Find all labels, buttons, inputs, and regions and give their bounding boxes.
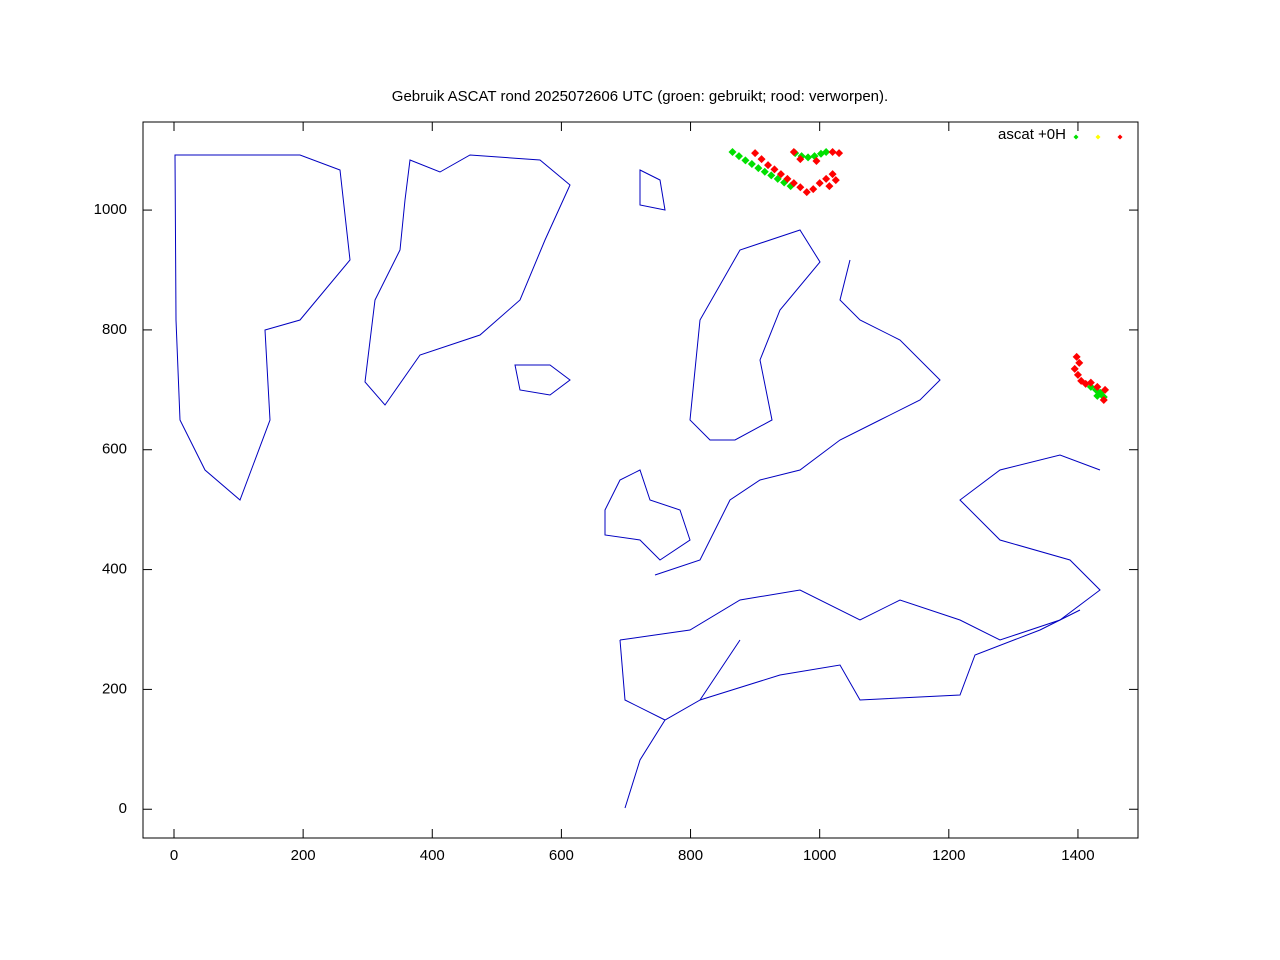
point [767,171,776,180]
y-tick-label: 1000 [94,201,127,218]
point [757,155,766,164]
coastline [604,469,691,561]
coastline [364,154,571,406]
point [760,167,769,176]
point [789,179,798,188]
coastline [174,154,351,501]
x-tick-label: 800 [678,847,703,864]
point [804,153,813,162]
point [1093,382,1102,391]
x-tick-label: 600 [549,847,574,864]
point [789,147,798,156]
coastline [514,364,571,396]
plot-frame [142,121,1139,839]
y-tick-label: 800 [102,321,127,338]
chart-title: Gebruik ASCAT rond 2025072606 UTC (groen… [392,88,888,105]
point [825,182,834,191]
point [1093,391,1102,400]
point [812,156,821,165]
y-tick-label: 400 [102,561,127,578]
point [754,164,763,173]
point [776,170,785,179]
coastlines [174,154,1101,809]
point [1070,364,1079,373]
point [734,152,743,161]
point [773,174,782,183]
point [783,174,792,183]
x-tick-label: 1200 [932,847,965,864]
point [751,149,760,158]
point [815,179,824,188]
y-tick-label: 600 [102,441,127,458]
x-tick-label: 0 [170,847,178,864]
y-tick-label: 200 [102,680,127,697]
x-tick-label: 400 [420,847,445,864]
point [796,155,805,164]
legend-marker [1095,134,1101,140]
point [1086,378,1095,387]
coastline [639,169,666,211]
coastline [699,609,1081,701]
x-tick-label: 1000 [803,847,836,864]
point [831,176,840,185]
coastline [619,639,741,809]
point [809,185,818,194]
point [1072,352,1081,361]
x-tick-label: 1400 [1061,847,1094,864]
point [1086,382,1095,391]
point [770,165,779,174]
point [796,183,805,192]
point [728,147,737,156]
x-tick-label: 200 [291,847,316,864]
point [1101,385,1110,394]
point [822,174,831,183]
point [1073,370,1082,379]
coastline [619,454,1101,641]
legend-marker [1073,134,1079,140]
point [822,147,831,156]
point [1099,396,1108,405]
point [764,161,773,170]
point [835,149,844,158]
point [828,147,837,156]
y-tick-label: 0 [119,800,127,817]
legend-marker [1117,134,1123,140]
coastline [654,259,941,576]
legend-label: ascat +0H [998,126,1066,143]
point [741,156,750,165]
coastline [689,229,821,441]
point [1075,358,1084,367]
point [828,170,837,179]
point [747,159,756,168]
point [802,188,811,197]
